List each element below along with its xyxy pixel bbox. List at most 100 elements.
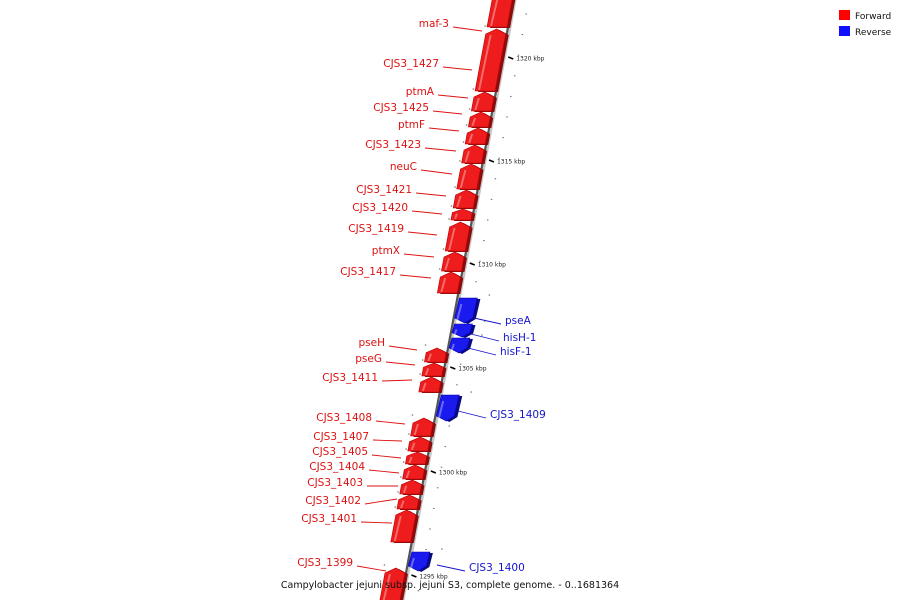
gene-cjs3-1419[interactable] (444, 218, 473, 252)
gene-feature-highlight (437, 400, 445, 421)
gene-ptma[interactable] (470, 88, 497, 112)
gene-feature-arrow (470, 91, 495, 112)
gene-hish-1[interactable] (451, 320, 486, 338)
gene-feature-arrow (441, 251, 465, 272)
gene-cjs3-1408[interactable] (410, 414, 437, 437)
gene-leader-line (442, 66, 473, 71)
gene-label-cjs3-1423[interactable]: CJS3_1423 (365, 139, 457, 152)
gene-label-text: ptmX (372, 245, 400, 257)
gene-label-pseh[interactable]: pseH (359, 337, 418, 351)
gene-dot-marker (408, 433, 410, 435)
gene-hisf-1[interactable] (448, 334, 483, 354)
gene-ptmf[interactable] (464, 124, 491, 145)
gene-ptmx[interactable] (441, 248, 468, 272)
legend-forward-swatch (839, 10, 850, 20)
gene-feature-highlight (382, 573, 391, 600)
gene-label-neuc[interactable]: neuC (390, 161, 453, 175)
gene-label-cjs3-1399[interactable]: CJS3_1399 (297, 557, 387, 572)
gene-feature-arrow (464, 127, 488, 145)
gene-cjs3-1423[interactable] (461, 141, 488, 164)
gene-cjs3-1399[interactable] (379, 564, 408, 600)
scale-tick-label: 1315 kbp (497, 159, 525, 166)
gene-label-text: CJS3_1400 (469, 562, 525, 574)
gene-cjs3-1411[interactable] (418, 373, 444, 393)
gene-leader-line (381, 379, 413, 382)
gene-label-cjs3-1403[interactable]: CJS3_1403 (307, 477, 398, 489)
gene-cjs3-1427[interactable] (474, 25, 509, 92)
gene-feature-arrow (474, 28, 507, 92)
gene-cjs3-1400[interactable] (408, 548, 443, 572)
gene-label-cjs3-1407[interactable]: CJS3_1407 (313, 431, 403, 443)
gene-cjs3-1405[interactable] (404, 448, 430, 465)
gene-label-pseg[interactable]: pseG (355, 353, 416, 366)
gene-label-text: CJS3_1425 (373, 102, 429, 114)
gene-cjs3-1404[interactable] (402, 461, 428, 480)
gene-cjs3-1420[interactable] (450, 205, 476, 221)
scale-tick-label: 1310 kbp (478, 262, 506, 269)
gene-label-ptmf[interactable]: ptmF (398, 119, 460, 132)
gene-feature-highlight (468, 133, 474, 144)
gene-cjs3-1401[interactable] (390, 506, 419, 543)
gene-leader-line (356, 565, 387, 572)
gene-dot-marker (411, 414, 414, 416)
gene-cjs3-1407[interactable] (407, 433, 433, 452)
gene-feature-highlight (471, 117, 477, 127)
gene-label-cjs3-1419[interactable]: CJS3_1419 (348, 223, 438, 236)
gene-label-ptmx[interactable]: ptmX (372, 245, 435, 258)
gene-cjs3-1403[interactable] (399, 476, 425, 495)
gene-feature-arrow (436, 271, 461, 294)
gene-dot-marker (488, 294, 491, 296)
gene-psea[interactable] (454, 294, 491, 324)
gene-label-text: CJS3_1402 (305, 495, 361, 507)
gene-label-psea[interactable]: pseA (473, 315, 532, 327)
gene-label-ptma[interactable]: ptmA (406, 86, 469, 99)
gene-label-cjs3-1420[interactable]: CJS3_1420 (352, 202, 443, 215)
gene-dot-marker (397, 491, 399, 493)
gene-label-text: pseA (505, 315, 532, 327)
gene-pseh[interactable] (424, 344, 450, 363)
gene-feature-highlight (464, 150, 470, 163)
gene-label-cjs3-1409[interactable]: CJS3_1409 (457, 409, 546, 421)
gene-leader-line (457, 410, 487, 419)
scale-tick-mark (488, 159, 495, 163)
gene-leader-line (420, 169, 453, 175)
gene-label-maf-3[interactable]: maf-3 (419, 18, 483, 32)
gene-label-text: CJS3_1407 (313, 431, 369, 443)
gene-cjs3-1425[interactable] (467, 108, 494, 128)
gene-label-cjs3-1405[interactable]: CJS3_1405 (312, 446, 402, 459)
gene-maf-3[interactable] (486, 0, 516, 28)
gene-cjs3-1402[interactable] (396, 491, 422, 510)
gene-leader-line (403, 253, 435, 258)
gene-cjs3-1409[interactable] (436, 391, 473, 422)
gene-feature-highlight (490, 0, 499, 27)
gene-dot-marker (448, 218, 450, 220)
gene-feature-highlight (402, 485, 408, 494)
gene-label-cjs3-1421[interactable]: CJS3_1421 (356, 184, 447, 197)
gene-label-cjs3-1417[interactable]: CJS3_1417 (340, 266, 432, 279)
gene-label-cjs3-1400[interactable]: CJS3_1400 (436, 562, 525, 574)
gene-label-hish-1[interactable]: hisH-1 (470, 332, 536, 344)
gene-label-cjs3-1425[interactable]: CJS3_1425 (373, 102, 463, 115)
gene-label-cjs3-1408[interactable]: CJS3_1408 (316, 412, 406, 425)
gene-pseg[interactable] (421, 359, 447, 377)
gene-dot-marker (481, 334, 483, 336)
gene-label-text: CJS3_1404 (309, 461, 365, 473)
gene-label-text: CJS3_1427 (383, 58, 439, 70)
gene-label-cjs3-1402[interactable]: CJS3_1402 (305, 495, 398, 507)
gene-label-cjs3-1401[interactable]: CJS3_1401 (301, 513, 393, 525)
gene-dot-marker (419, 373, 421, 375)
gene-feature-arrow (461, 144, 485, 164)
legend: Forward Reverse (839, 10, 892, 38)
gene-dot-marker (468, 108, 471, 110)
scale-tick-mark (430, 470, 437, 474)
gene-label-hisf-1[interactable]: hisF-1 (467, 346, 532, 358)
gene-label-cjs3-1427[interactable]: CJS3_1427 (383, 58, 473, 71)
gene-cjs3-1421[interactable] (452, 186, 479, 209)
gene-label-cjs3-1411[interactable]: CJS3_1411 (322, 372, 413, 384)
scale-tick-mark (469, 262, 476, 266)
gene-cjs3-1417[interactable] (436, 268, 464, 294)
gene-feature-arrow (448, 337, 471, 354)
gene-neuc[interactable] (456, 160, 484, 190)
gene-label-cjs3-1404[interactable]: CJS3_1404 (309, 461, 400, 474)
